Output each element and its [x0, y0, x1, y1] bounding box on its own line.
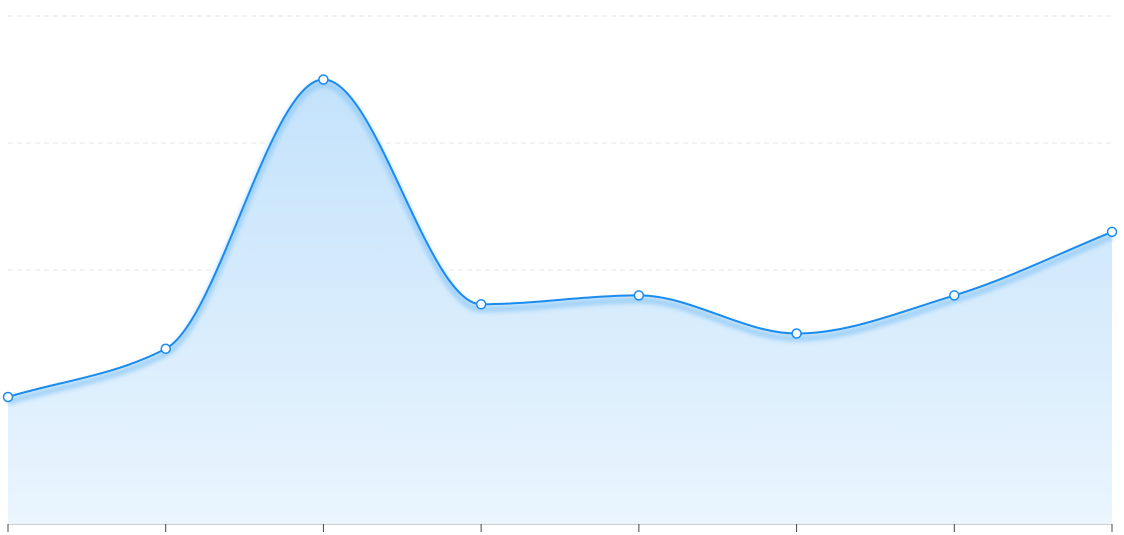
x-axis: [7, 524, 1113, 532]
data-point[interactable]: [2, 391, 14, 403]
series-line-shadow: [7, 81, 1114, 405]
data-point[interactable]: [160, 343, 171, 354]
data-point[interactable]: [791, 328, 802, 339]
area-fill: [8, 79, 1112, 524]
data-point[interactable]: [949, 290, 960, 301]
series-line-layer: [7, 78, 1114, 405]
series-line: [7, 78, 1113, 398]
area-fill-layer: [8, 79, 1112, 524]
data-point[interactable]: [318, 74, 329, 85]
data-point[interactable]: [1106, 226, 1118, 238]
data-points: [2, 74, 1118, 403]
data-point[interactable]: [633, 290, 645, 301]
data-point[interactable]: [475, 299, 487, 310]
